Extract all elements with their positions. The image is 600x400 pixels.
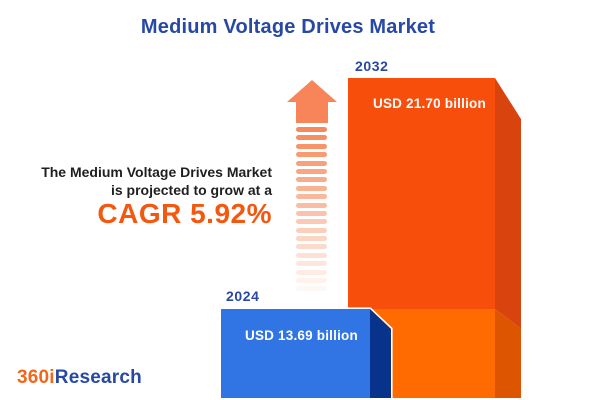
arrow-stripe (296, 227, 327, 233)
arrow-stripe (296, 202, 327, 208)
bar-2024-white-edge (221, 307, 393, 398)
arrow-stripe (296, 269, 327, 275)
arrow-stripe (296, 185, 327, 191)
arrow-stripe (296, 127, 327, 132)
arrow-stripe (296, 261, 327, 267)
arrow-stripe (296, 278, 327, 284)
growth-arrow-icon (287, 80, 337, 123)
arrow-stripes (296, 127, 327, 295)
brand-logo: 360iResearch (17, 367, 142, 389)
arrow-stripe (296, 135, 327, 141)
arrow-stripe (296, 210, 327, 216)
bar-2024-front (221, 309, 370, 398)
page-title: Medium Voltage Drives Market (140, 16, 436, 38)
arrow-stripe (296, 194, 327, 200)
bar-2032-front-top (348, 78, 495, 309)
arrow-head-shape (287, 80, 337, 123)
value-label-2032: USD 21.70 billion (373, 96, 486, 111)
year-label-2032: 2032 (355, 58, 389, 74)
annotation-line-2: is projected to grow at a (110, 182, 272, 198)
arrow-stripe (296, 177, 327, 183)
arrow-stripe (296, 143, 327, 149)
arrow-stripe (296, 252, 327, 258)
annotation-block: The Medium Voltage Drives Market is proj… (0, 163, 272, 229)
arrow-stripe (296, 236, 327, 242)
arrow-stripe (296, 168, 327, 174)
arrow-stripe (296, 244, 327, 250)
brand-logo-research: Research (54, 367, 142, 388)
arrow-stripe (296, 286, 327, 292)
cagr-value: CAGR 5.92% (97, 198, 272, 229)
bar-2032-side-base (495, 309, 521, 398)
value-label-2024: USD 13.69 billion (245, 328, 358, 343)
bar-2024-side (370, 309, 391, 398)
bar-2032-side-top (495, 78, 521, 329)
arrow-stripe (296, 219, 327, 225)
brand-logo-360i: 360i (17, 367, 55, 388)
arrow-stripe (296, 152, 327, 158)
annotation-line-1: The Medium Voltage Drives Market (41, 164, 272, 180)
arrow-stripe (296, 160, 327, 166)
year-label-2024: 2024 (226, 288, 260, 304)
